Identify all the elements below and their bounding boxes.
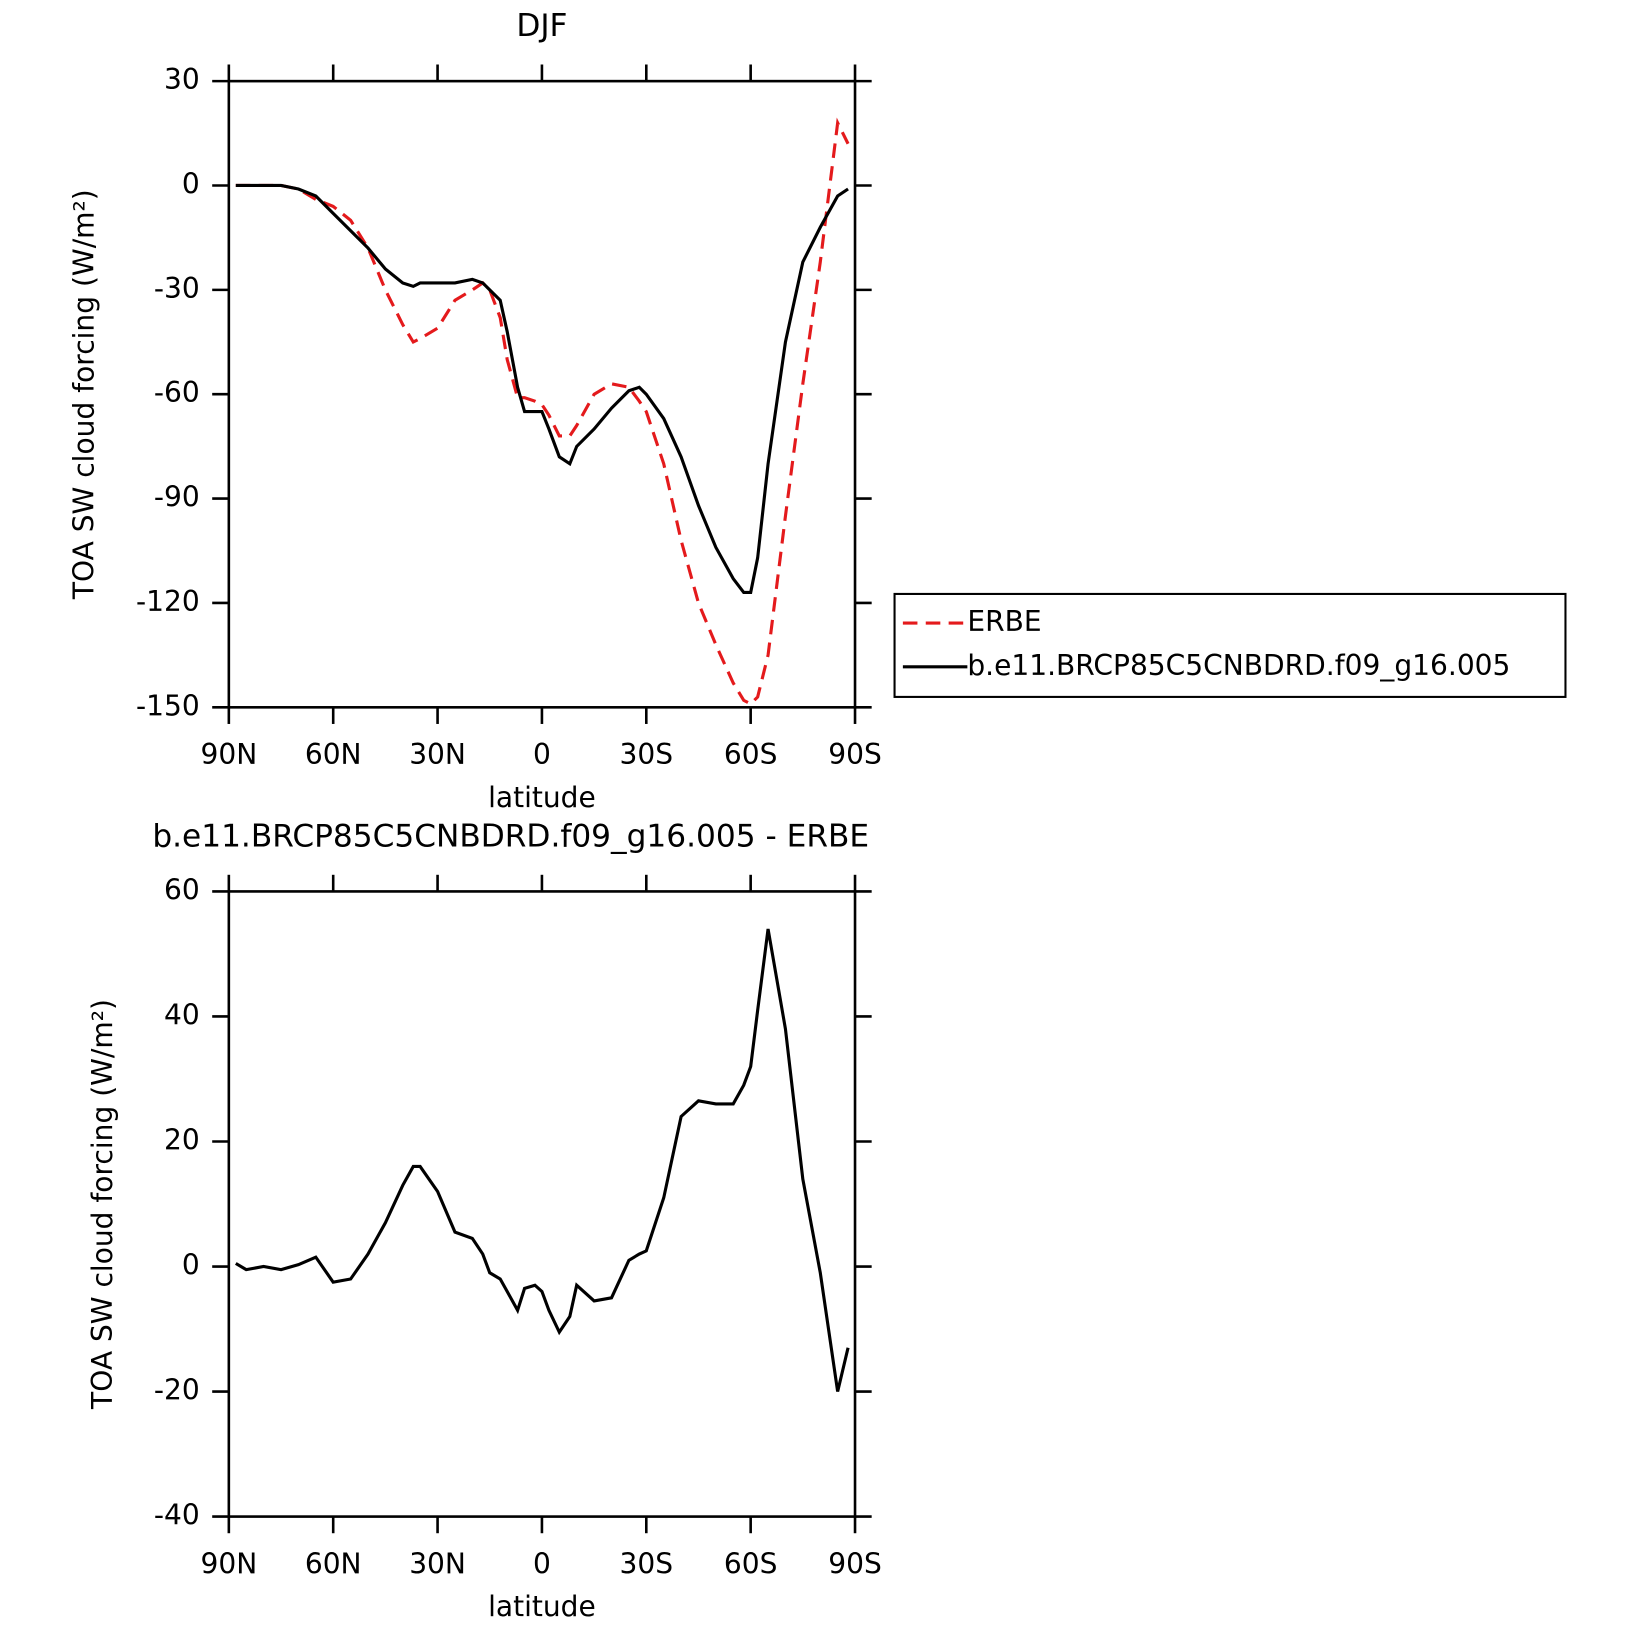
x-tick-label: 90N [200, 1547, 257, 1580]
x-tick-label: 90N [200, 738, 257, 771]
x-tick-label: 0 [533, 1547, 551, 1580]
y-tick-label: 20 [164, 1123, 200, 1156]
x-tick-label: 0 [533, 738, 551, 771]
y-tick-label: 0 [182, 1249, 200, 1282]
x-axis-label: latitude [488, 1590, 596, 1623]
y-tick-label: -150 [136, 689, 200, 722]
legend-label: b.e11.BRCP85C5CNBDRD.f09_g16.005 [967, 649, 1510, 682]
y-tick-label: 40 [164, 998, 200, 1031]
plot-frame [227, 79, 857, 709]
y-tick-label: -40 [154, 1499, 200, 1532]
data-line [235, 928, 850, 1392]
data-line [235, 183, 849, 595]
y-tick-label: -60 [154, 376, 200, 409]
chart-title: b.e11.BRCP85C5CNBDRD.f09_g16.005 - ERBE [152, 818, 869, 854]
x-axis-label: latitude [488, 781, 596, 814]
legend-box [893, 592, 1567, 698]
y-tick-label: -120 [136, 585, 200, 618]
x-tick-label: 30S [620, 738, 674, 771]
y-tick-label: 0 [182, 167, 200, 200]
legend-label: ERBE [967, 605, 1041, 638]
y-tick-label: -90 [154, 481, 200, 514]
y-axis-label: TOA SW cloud forcing (W/m²) [67, 189, 100, 600]
x-tick-label: 90S [828, 1547, 882, 1580]
x-tick-label: 30N [409, 738, 466, 771]
x-tick-label: 30N [409, 1547, 466, 1580]
x-tick-label: 60S [724, 738, 778, 771]
x-tick-label: 60S [724, 1547, 778, 1580]
y-tick-label: 60 [164, 873, 200, 906]
x-tick-label: 30S [620, 1547, 674, 1580]
chart-title: DJF [516, 8, 567, 44]
y-tick-label: -20 [154, 1374, 200, 1407]
data-line [235, 117, 850, 706]
x-tick-label: 60N [305, 738, 362, 771]
y-tick-label: -30 [154, 272, 200, 305]
x-tick-label: 90S [828, 738, 882, 771]
y-axis-label: TOA SW cloud forcing (W/m²) [86, 999, 119, 1410]
y-tick-label: 30 [164, 63, 200, 96]
x-tick-label: 60N [305, 1547, 362, 1580]
